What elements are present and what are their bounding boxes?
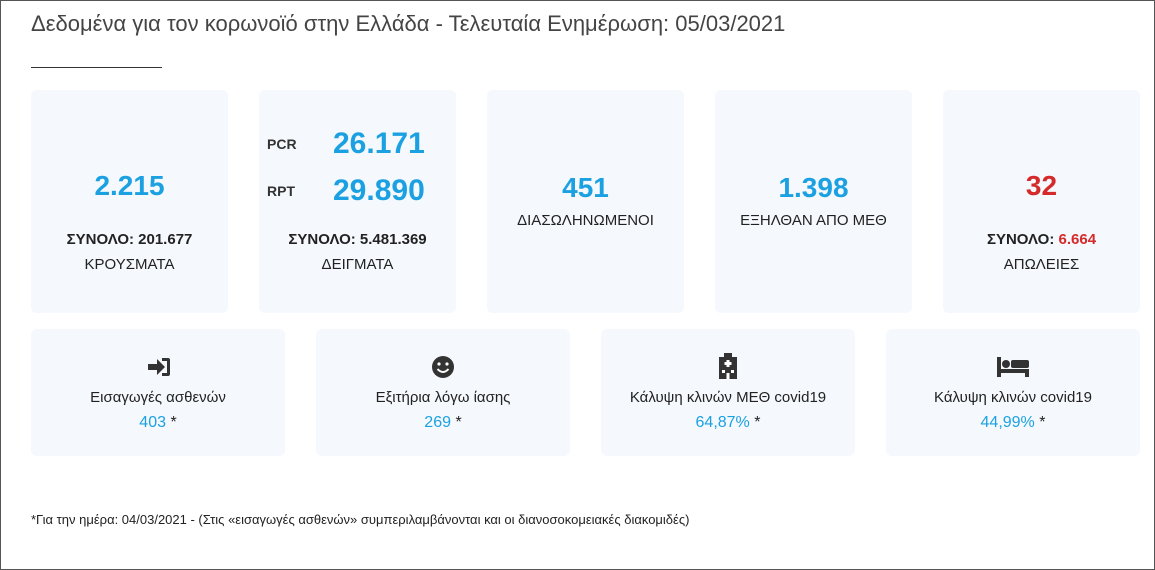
label: ΔΕΙΓΜΑΤΑ	[321, 256, 394, 273]
value: 32	[1025, 170, 1058, 201]
card: 1.398 ΕΞΗΛΘΑΝ ΑΠΟ ΜΕΘ	[715, 90, 912, 313]
row-name: RPT	[267, 183, 295, 199]
value-line: 403 *	[31, 414, 285, 432]
card: PCR 26.171 RPT 29.890 ΣΥΝΟΛΟ: 5.481.369 …	[259, 90, 456, 313]
icon	[432, 356, 454, 378]
row-value: 29.890	[333, 174, 425, 207]
value: 44,99%	[980, 414, 1035, 431]
total: ΣΥΝΟΛΟ: 201.677	[31, 231, 228, 248]
value-line: 44,99% *	[886, 414, 1140, 432]
label: ΑΠΩΛΕΙΕΣ	[1003, 256, 1080, 273]
label: Εισαγωγές ασθενών	[90, 389, 226, 406]
icon	[997, 357, 1029, 377]
footnote: *Για την ημέρα: 04/03/2021 - (Στις «εισα…	[31, 512, 690, 527]
mark: *	[754, 414, 761, 431]
mark: *	[1039, 414, 1046, 431]
label: Κάλυψη κλινών ΜΕΘ covid19	[629, 389, 827, 406]
total: ΣΥΝΟΛΟ: 6.664	[943, 231, 1140, 248]
total-value: 5.481.369	[359, 231, 427, 248]
mark: *	[170, 414, 177, 431]
total-label: ΣΥΝΟΛΟ:	[66, 231, 134, 248]
total-label: ΣΥΝΟΛΟ:	[986, 231, 1055, 248]
row-name: PCR	[267, 136, 297, 152]
card: 32 ΣΥΝΟΛΟ: 6.664 ΑΠΩΛΕΙΕΣ	[943, 90, 1140, 313]
stat-card: Εισαγωγές ασθενών 403 *	[31, 329, 285, 456]
divider	[31, 67, 162, 68]
stat-card: Κάλυψη κλινών covid19 44,99% *	[886, 329, 1140, 456]
label: Κάλυψη κλινών covid19	[934, 389, 1092, 406]
icon	[148, 358, 170, 376]
value-line: 269 *	[316, 414, 570, 432]
label: Εξιτήρια λόγω ίασης	[375, 389, 511, 406]
total-label: ΣΥΝΟΛΟ:	[288, 231, 356, 248]
card: 451 ΔΙΑΣΩΛΗΝΩΜΕΝΟΙ	[487, 90, 684, 313]
title: Δεδομένα για τον κορωνοϊό στην Ελλάδα - …	[31, 11, 786, 36]
value: 451	[562, 172, 609, 203]
label: ΔΙΑΣΩΛΗΝΩΜΕΝΟΙ	[517, 212, 654, 229]
value: 1.398	[778, 172, 849, 203]
label: ΚΡΟΥΣΜΑΤΑ	[84, 256, 175, 273]
total: ΣΥΝΟΛΟ: 5.481.369	[259, 231, 456, 248]
stat-card: Κάλυψη κλινών ΜΕΘ covid19 64,87% *	[601, 329, 855, 456]
value: 269	[424, 414, 451, 431]
mark: *	[455, 414, 462, 431]
label: ΕΞΗΛΘΑΝ ΑΠΟ ΜΕΘ	[740, 212, 887, 229]
total-value: 201.677	[138, 231, 193, 248]
stat-card: Εξιτήρια λόγω ίασης 269 *	[316, 329, 570, 456]
value: 64,87%	[695, 414, 750, 431]
card: 2.215 ΣΥΝΟΛΟ: 201.677 ΚΡΟΥΣΜΑΤΑ	[31, 90, 228, 313]
icon	[719, 353, 737, 379]
value: 2.215	[94, 170, 165, 201]
value: 403	[139, 414, 166, 431]
row-value: 26.171	[333, 127, 425, 160]
total-value: 6.664	[1058, 231, 1097, 248]
value-line: 64,87% *	[601, 414, 855, 432]
